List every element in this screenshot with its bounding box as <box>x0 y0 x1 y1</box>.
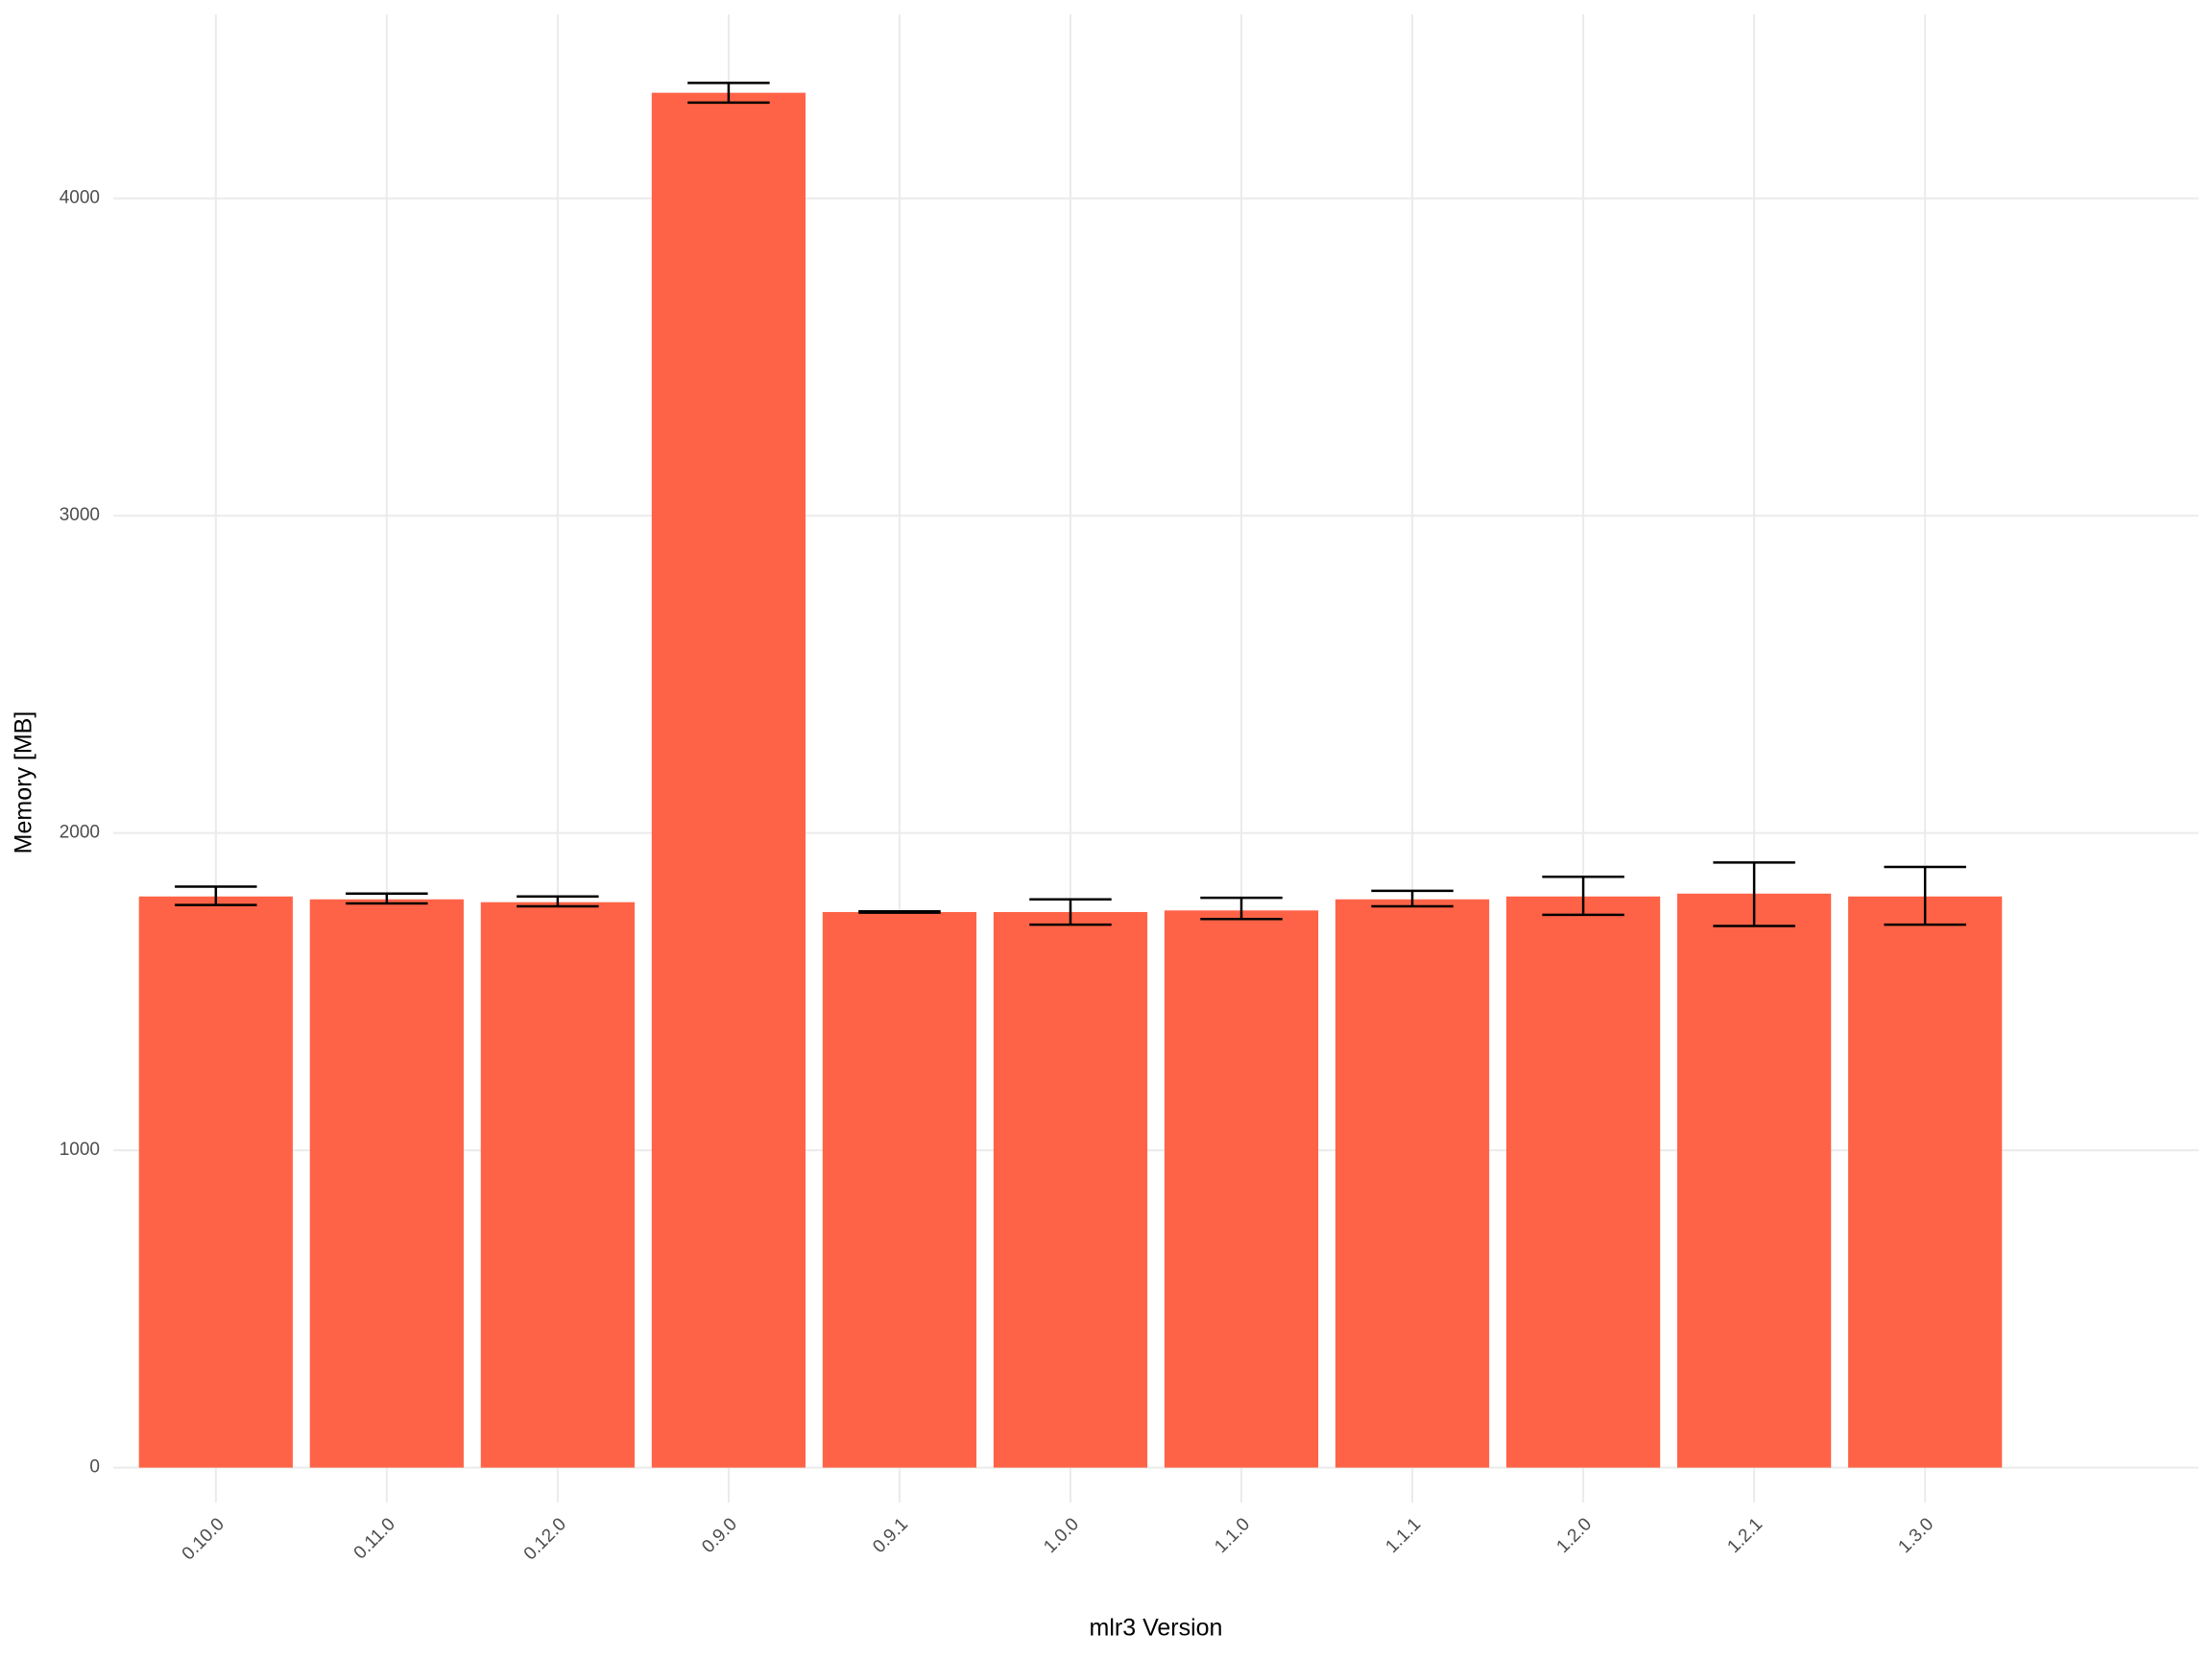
bar <box>651 92 806 1468</box>
x-tick-label: 1.1.1 <box>1382 1514 1425 1557</box>
error-bar <box>1884 865 1966 926</box>
x-axis-title: mlr3 Version <box>1090 1615 1223 1642</box>
x-tick-label: 1.3.0 <box>1894 1514 1937 1557</box>
error-bar <box>1713 861 1795 927</box>
y-tick-label: 1000 <box>60 1140 100 1160</box>
bar <box>138 896 293 1468</box>
error-bar <box>1200 896 1283 921</box>
bar <box>1164 910 1319 1468</box>
x-tick-label: 1.2.0 <box>1552 1514 1596 1557</box>
bar <box>1334 899 1490 1468</box>
x-tick-label: 0.10.0 <box>179 1514 228 1564</box>
bar <box>1848 896 2003 1468</box>
bar <box>822 911 977 1468</box>
bar <box>309 899 464 1468</box>
y-tick-label: 3000 <box>60 505 100 525</box>
bar <box>1505 896 1661 1468</box>
bar <box>1677 893 1832 1468</box>
error-bar <box>858 910 941 914</box>
error-bar <box>1371 889 1454 908</box>
x-tick-label: 0.9.1 <box>869 1514 912 1557</box>
x-tick-label: 0.11.0 <box>350 1514 399 1563</box>
y-tick-label: 4000 <box>60 188 100 208</box>
x-tick-label: 1.0.0 <box>1040 1514 1083 1557</box>
x-tick-label: 1.2.1 <box>1723 1514 1767 1557</box>
error-bar <box>687 82 770 105</box>
x-tick-label: 0.9.0 <box>698 1514 741 1557</box>
x-tick-label: 0.12.0 <box>520 1514 570 1564</box>
bar <box>993 911 1148 1468</box>
error-bar <box>517 895 599 908</box>
error-bar <box>346 892 428 905</box>
y-tick-label: 2000 <box>60 823 100 843</box>
x-tick-label: 1.1.0 <box>1211 1514 1254 1557</box>
error-bar <box>1542 876 1624 917</box>
error-bar <box>1029 898 1112 926</box>
bar <box>480 902 635 1468</box>
error-bar <box>175 885 257 906</box>
y-axis-title: Memory [MB] <box>11 711 37 854</box>
y-tick-label: 0 <box>89 1457 100 1478</box>
